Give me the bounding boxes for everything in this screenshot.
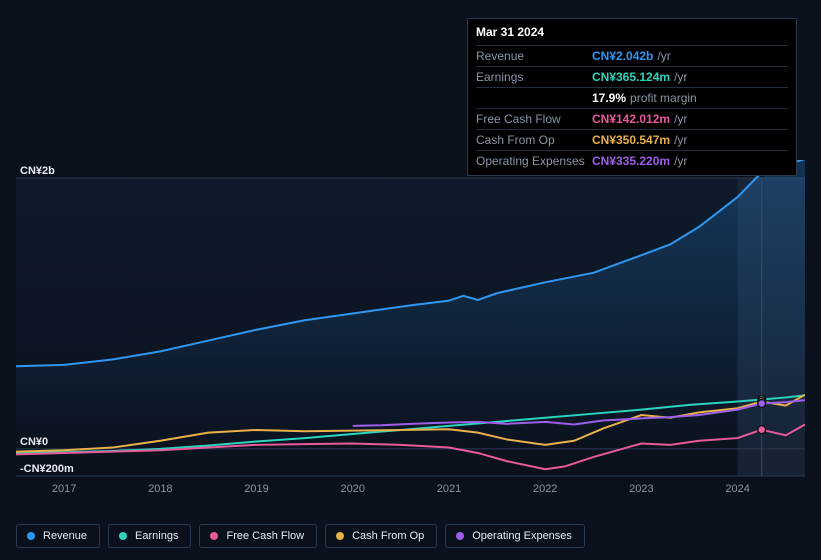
tooltip-label: Free Cash Flow [476,112,592,126]
tooltip-subrow: 17.9% profit margin [476,87,788,108]
legend-item[interactable]: Earnings [108,524,191,548]
x-axis-label: 2018 [148,483,172,495]
tooltip-unit: /yr [674,112,687,126]
tooltip-row: Operating ExpensesCN¥335.220m/yr [476,150,788,171]
tooltip-value: CN¥2.042b [592,49,653,63]
legend-label: Revenue [43,530,87,542]
tooltip-value: CN¥350.547m [592,133,670,147]
legend-item[interactable]: Revenue [16,524,100,548]
x-axis-label: 2017 [52,483,76,495]
legend-label: Cash From Op [352,530,424,542]
tooltip-row: RevenueCN¥2.042b/yr [476,45,788,66]
y-axis-label: -CN¥200m [20,463,74,475]
x-axis-label: 2021 [437,483,461,495]
legend-swatch [27,532,35,540]
legend-item[interactable]: Free Cash Flow [199,524,317,548]
tooltip-row: Cash From OpCN¥350.547m/yr [476,129,788,150]
legend-label: Operating Expenses [472,530,572,542]
tooltip-row: Free Cash FlowCN¥142.012m/yr [476,108,788,129]
tooltip-value: CN¥335.220m [592,154,670,168]
legend-swatch [456,532,464,540]
legend-swatch [336,532,344,540]
tooltip-value: CN¥142.012m [592,112,670,126]
x-axis-label: 2019 [244,483,268,495]
legend-label: Earnings [135,530,178,542]
legend-label: Free Cash Flow [226,530,304,542]
legend-swatch [210,532,218,540]
x-axis-label: 2022 [533,483,557,495]
legend: Revenue Earnings Free Cash Flow Cash From O… [16,524,585,548]
legend-item[interactable]: Operating Expenses [445,524,585,548]
x-axis-label: 2024 [725,483,749,495]
tooltip-label: Revenue [476,49,592,63]
series-dot [758,426,766,434]
series-dot [758,400,766,408]
financials-chart[interactable]: CN¥2bCN¥0-CN¥200m20172018201920202021202… [16,160,805,502]
tooltip-card: Mar 31 2024 RevenueCN¥2.042b/yrEarningsC… [467,18,797,176]
tooltip-unit: /yr [657,49,670,63]
tooltip-label: Earnings [476,70,592,84]
tooltip-value: CN¥365.124m [592,70,670,84]
legend-swatch [119,532,127,540]
legend-item[interactable]: Cash From Op [325,524,437,548]
x-axis-label: 2023 [629,483,653,495]
x-axis-label: 2020 [341,483,365,495]
tooltip-label: Operating Expenses [476,154,592,168]
tooltip-date: Mar 31 2024 [476,25,788,45]
tooltip-row: EarningsCN¥365.124m/yr [476,66,788,87]
tooltip-unit: /yr [674,70,687,84]
chart-container: CN¥2bCN¥0-CN¥200m20172018201920202021202… [16,160,805,502]
tooltip-sub-value: 17.9% [592,91,626,105]
tooltip-unit: /yr [674,154,687,168]
tooltip-unit: /yr [674,133,687,147]
y-axis-label: CN¥2b [20,165,55,177]
tooltip-sub-label: profit margin [630,91,697,105]
tooltip-label: Cash From Op [476,133,592,147]
